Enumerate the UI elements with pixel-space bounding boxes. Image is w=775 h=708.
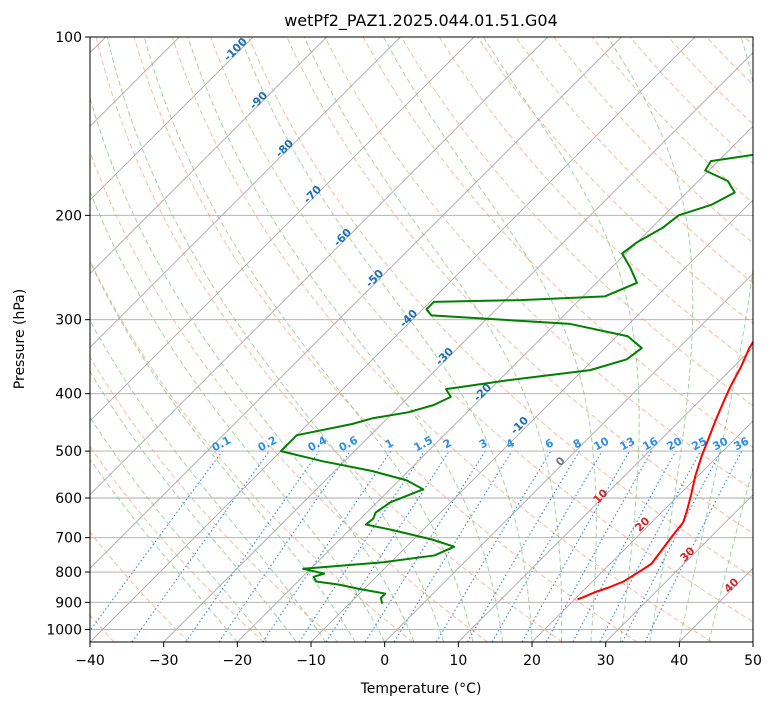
isotherm-line (384, 273, 753, 642)
x-tick-label: 40 (670, 653, 688, 669)
moist-adiabat-line (90, 319, 327, 642)
isotherm-line (90, 37, 475, 422)
isotherm-line (237, 125, 753, 642)
y-tick-label: 700 (55, 531, 82, 547)
mixing-ratio-line (218, 450, 351, 642)
isobars (90, 37, 753, 630)
x-tick-label: 0 (380, 653, 389, 669)
mixing-ratio-line (298, 450, 425, 642)
moist-adiabats (90, 37, 753, 642)
mixing-ratio-lines (90, 450, 743, 642)
mixing-ratio-line (325, 450, 450, 642)
temperature-profile-line (577, 340, 753, 601)
isotherm-line (90, 37, 622, 569)
dry-adiabat-line (210, 37, 753, 623)
mixing-ratio-line (545, 450, 653, 642)
y-tick-label: 900 (55, 595, 82, 611)
y-tick-label: 500 (55, 444, 82, 460)
moist-adiabat-line (90, 260, 356, 642)
x-tick-label: 50 (744, 653, 762, 669)
dewpoint-profile-line (279, 153, 753, 605)
moist-adiabat-line (90, 189, 386, 642)
x-tick-label: 30 (597, 653, 615, 669)
isotherm-line (90, 37, 696, 642)
x-tick-label: 20 (523, 653, 541, 669)
dry-adiabat-line (90, 150, 488, 642)
x-tick-label: −10 (296, 653, 326, 669)
moist-adiabat-line (708, 466, 753, 642)
dry-adiabat-line (90, 531, 190, 642)
isotherm-line (605, 494, 753, 642)
x-tick-label: −30 (149, 653, 179, 669)
isotherm-line (90, 37, 254, 201)
moist-adiabat-line (239, 37, 533, 642)
dry-adiabat-line (133, 37, 638, 642)
mixing-ratio-label: 13 (618, 435, 638, 454)
isotherm-line (310, 199, 753, 642)
dry-adiabat-line (248, 37, 753, 578)
mixing-ratio-label: 36 (732, 434, 752, 453)
y-axis-label: Pressure (hPa) (12, 289, 28, 389)
dry-adiabat-line (90, 445, 264, 642)
mixing-ratio-line (262, 450, 392, 642)
y-tick-label: 400 (55, 387, 82, 403)
y-axis-ticks: 100 200 300 400 500 600 700 800 900 1000 (46, 30, 90, 638)
mixing-ratio-line (393, 450, 513, 642)
mixing-ratio-line (572, 450, 677, 642)
mixing-ratio-label: 10 (592, 434, 612, 453)
dry-adiabat-line (439, 37, 753, 366)
mixing-ratio-line (90, 450, 223, 632)
moist-adiabat-line (482, 37, 640, 642)
mixing-ratio-label: 20 (665, 434, 685, 453)
isotherm-line (90, 37, 327, 275)
y-tick-label: 200 (55, 208, 82, 224)
plot-area: 0.1 0.2 0.4 0.6 1 1.5 2 3 4 6 8 10 13 16 20 25 30 3610203… (90, 37, 753, 642)
isotherm-line (458, 346, 753, 642)
series-lines (279, 153, 753, 605)
mixing-ratio-label: 16 (641, 434, 661, 453)
dry-adiabat-line (324, 37, 753, 491)
y-tick-label: 1000 (46, 622, 82, 638)
mixing-ratio-label: 30 (711, 434, 731, 453)
moist-adiabat-line (143, 37, 474, 642)
x-tick-label: −40 (75, 653, 105, 669)
y-tick-label: 600 (55, 491, 82, 507)
dry-adiabat-line (90, 356, 339, 642)
dry-adiabat-line (515, 37, 753, 284)
x-tick-label: −20 (223, 653, 253, 669)
moist-adiabat-line (106, 37, 445, 642)
y-tick-label: 800 (55, 565, 82, 581)
isotherm-line (531, 420, 753, 642)
x-tick-label: 10 (449, 653, 467, 669)
moist-adiabat-line (607, 37, 694, 642)
moist-adiabat-line (383, 37, 597, 642)
isotherm-line (90, 37, 548, 496)
isotherms (90, 37, 753, 642)
moist-adiabat-line (90, 458, 238, 642)
mixing-ratio-line (131, 450, 270, 642)
y-tick-label: 100 (55, 30, 82, 46)
x-axis-label: Temperature (°C) (360, 681, 482, 697)
moist-adiabat-line (678, 37, 753, 642)
mixing-ratio-line (521, 450, 630, 642)
y-tick-label: 300 (55, 313, 82, 329)
dry-adiabat-line (95, 37, 563, 642)
mixing-ratio-line (644, 450, 743, 642)
moist-adiabat-line (303, 37, 563, 642)
dry-adiabat-line (400, 37, 753, 407)
mixing-ratio-line (185, 450, 320, 642)
moist-adiabat-line (187, 37, 504, 642)
isotherm-line (163, 52, 753, 642)
dry-adiabat-line (171, 37, 712, 642)
plot-frame (89, 36, 754, 643)
dry-adiabats (90, 37, 753, 642)
moist-adiabat-line (90, 416, 268, 642)
isotherm-line (90, 37, 401, 348)
chart-title: wetPf2_PAZ1.2025.044.01.51.G04 (284, 11, 558, 31)
x-axis-ticks: −40 −30 −20 −10 0 10 20 30 40 50 (75, 642, 762, 669)
